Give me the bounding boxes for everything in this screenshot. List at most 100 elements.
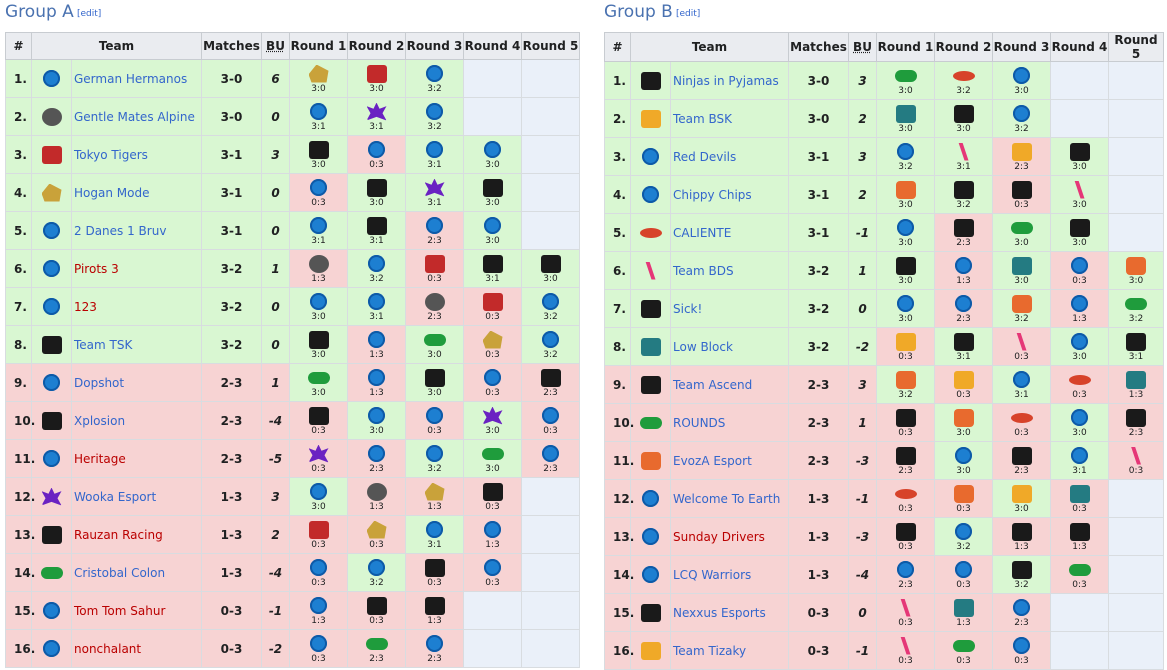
round-2-cell[interactable]: 3:0 <box>934 99 993 138</box>
team-name-link[interactable]: Rauzan Racing <box>74 527 163 542</box>
team-name-link[interactable]: Team BSK <box>673 111 733 126</box>
team-name-link[interactable]: Low Block <box>673 339 733 354</box>
team-name-link[interactable]: Heritage <box>74 451 126 466</box>
round-2-cell[interactable]: 3:0 <box>347 401 406 440</box>
team-name-link[interactable]: Dopshot <box>74 375 125 390</box>
round-5-cell[interactable]: 0:3 <box>521 401 580 440</box>
round-1-cell[interactable]: 0:3 <box>289 173 348 212</box>
round-1-cell[interactable]: 0:3 <box>876 327 935 366</box>
round-2-cell[interactable]: 2:3 <box>347 439 406 478</box>
round-4-cell[interactable]: 1:3 <box>463 515 522 554</box>
team-name-link[interactable]: Sick! <box>673 301 703 316</box>
round-3-cell[interactable]: 0:3 <box>992 175 1051 214</box>
round-1-cell[interactable]: 2:3 <box>876 555 935 594</box>
round-1-cell[interactable]: 0:3 <box>876 631 935 670</box>
round-2-cell[interactable]: 3:2 <box>934 175 993 214</box>
round-3-cell[interactable]: 3:0 <box>992 251 1051 290</box>
round-5-cell[interactable]: 2:3 <box>521 363 580 402</box>
round-2-cell[interactable]: 3:2 <box>347 249 406 288</box>
team-name-link[interactable]: Xplosion <box>74 413 126 428</box>
team-name-link[interactable]: Chippy Chips <box>673 187 752 202</box>
round-2-cell[interactable]: 2:3 <box>347 629 406 668</box>
round-1-cell[interactable]: 0:3 <box>289 629 348 668</box>
round-4-cell[interactable]: 0:3 <box>1050 479 1109 518</box>
round-3-cell[interactable]: 2:3 <box>405 287 464 326</box>
round-3-cell[interactable]: 0:3 <box>992 631 1051 670</box>
round-2-cell[interactable]: 1:3 <box>934 251 993 290</box>
team-name-link[interactable]: Sunday Drivers <box>673 529 765 544</box>
round-2-cell[interactable]: 1:3 <box>347 477 406 516</box>
round-5-cell[interactable]: 2:3 <box>1108 403 1164 442</box>
round-5-cell[interactable]: 3:0 <box>521 249 580 288</box>
edit-link[interactable]: [edit] <box>676 9 701 19</box>
round-5-cell[interactable]: 3:2 <box>1108 289 1164 328</box>
round-3-cell[interactable]: 3:2 <box>405 97 464 136</box>
round-2-cell[interactable]: 3:2 <box>347 553 406 592</box>
round-2-cell[interactable]: 1:3 <box>347 325 406 364</box>
round-2-cell[interactable]: 3:0 <box>347 173 406 212</box>
round-3-cell[interactable]: 2:3 <box>405 211 464 250</box>
round-3-cell[interactable]: 3:1 <box>405 135 464 174</box>
team-name-link[interactable]: Tom Tom Sahur <box>74 603 166 618</box>
round-2-cell[interactable]: 3:0 <box>934 403 993 442</box>
round-3-cell[interactable]: 3:2 <box>405 59 464 98</box>
team-name-link[interactable]: Ninjas in Pyjamas <box>673 73 779 88</box>
round-5-cell[interactable]: 3:2 <box>521 287 580 326</box>
round-3-cell[interactable]: 0:3 <box>405 249 464 288</box>
round-1-cell[interactable]: 1:3 <box>289 591 348 630</box>
round-2-cell[interactable]: 3:0 <box>347 59 406 98</box>
round-4-cell[interactable]: 3:0 <box>463 173 522 212</box>
round-1-cell[interactable]: 3:1 <box>289 211 348 250</box>
round-5-cell[interactable]: 2:3 <box>521 439 580 478</box>
team-name-link[interactable]: CALIENTE <box>673 225 732 240</box>
round-5-cell[interactable]: 0:3 <box>1108 441 1164 480</box>
round-2-cell[interactable]: 3:1 <box>934 137 993 176</box>
round-2-cell[interactable]: 3:2 <box>934 517 993 556</box>
round-5-cell[interactable]: 3:2 <box>521 325 580 364</box>
round-2-cell[interactable]: 2:3 <box>934 213 993 252</box>
round-4-cell[interactable]: 0:3 <box>463 325 522 364</box>
round-3-cell[interactable]: 3:0 <box>992 61 1051 100</box>
round-3-cell[interactable]: 3:0 <box>992 213 1051 252</box>
round-3-cell[interactable]: 2:3 <box>992 137 1051 176</box>
round-4-cell[interactable]: 0:3 <box>1050 365 1109 404</box>
round-3-cell[interactable]: 3:2 <box>405 439 464 478</box>
round-1-cell[interactable]: 3:0 <box>876 61 935 100</box>
round-1-cell[interactable]: 1:3 <box>289 249 348 288</box>
round-4-cell[interactable]: 3:0 <box>1050 175 1109 214</box>
edit-link[interactable]: [edit] <box>77 9 102 19</box>
round-3-cell[interactable]: 3:0 <box>405 363 464 402</box>
round-1-cell[interactable]: 3:0 <box>876 175 935 214</box>
round-3-cell[interactable]: 3:2 <box>992 99 1051 138</box>
round-2-cell[interactable]: 0:3 <box>934 365 993 404</box>
round-3-cell[interactable]: 0:3 <box>405 553 464 592</box>
round-1-cell[interactable]: 0:3 <box>289 515 348 554</box>
round-4-cell[interactable]: 3:0 <box>463 135 522 174</box>
round-3-cell[interactable]: 0:3 <box>992 327 1051 366</box>
round-5-cell[interactable]: 1:3 <box>1108 365 1164 404</box>
round-1-cell[interactable]: 0:3 <box>876 479 935 518</box>
round-1-cell[interactable]: 3:0 <box>289 363 348 402</box>
round-1-cell[interactable]: 0:3 <box>289 439 348 478</box>
team-name-link[interactable]: Nexxus Esports <box>673 605 766 620</box>
round-1-cell[interactable]: 3:0 <box>289 325 348 364</box>
round-4-cell[interactable]: 0:3 <box>1050 555 1109 594</box>
round-2-cell[interactable]: 3:1 <box>347 211 406 250</box>
round-4-cell[interactable]: 3:0 <box>1050 137 1109 176</box>
round-1-cell[interactable]: 3:2 <box>876 137 935 176</box>
round-2-cell[interactable]: 0:3 <box>934 555 993 594</box>
round-3-cell[interactable]: 3:0 <box>405 325 464 364</box>
round-4-cell[interactable]: 0:3 <box>463 363 522 402</box>
round-2-cell[interactable]: 0:3 <box>347 515 406 554</box>
round-2-cell[interactable]: 2:3 <box>934 289 993 328</box>
round-4-cell[interactable]: 0:3 <box>463 553 522 592</box>
round-2-cell[interactable]: 3:1 <box>347 287 406 326</box>
round-3-cell[interactable]: 2:3 <box>992 593 1051 632</box>
round-4-cell[interactable]: 0:3 <box>463 287 522 326</box>
round-4-cell[interactable]: 1:3 <box>1050 517 1109 556</box>
round-4-cell[interactable]: 3:0 <box>1050 403 1109 442</box>
team-name-link[interactable]: Team Ascend <box>673 377 753 392</box>
round-1-cell[interactable]: 0:3 <box>876 517 935 556</box>
round-1-cell[interactable]: 2:3 <box>876 441 935 480</box>
team-name-link[interactable]: Welcome To Earth <box>673 491 781 506</box>
